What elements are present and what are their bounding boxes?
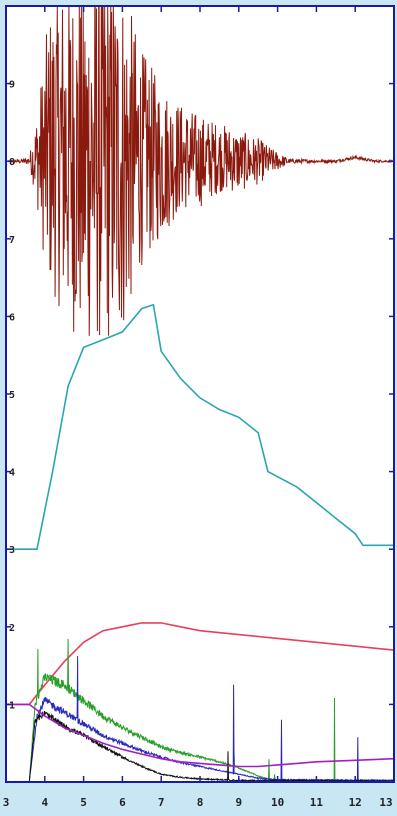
- y-tick-label: 4: [9, 468, 15, 479]
- series-line-7: [6, 703, 395, 768]
- y-tick-label: 5: [9, 390, 15, 401]
- y-tick-label: 2: [9, 623, 15, 634]
- plot-frame: [5, 5, 395, 783]
- y-tick-label: 3: [9, 545, 15, 556]
- x-tick-label: 8: [197, 796, 204, 809]
- x-tick-label: 6: [119, 796, 126, 809]
- y-tick-label: 9: [9, 80, 15, 91]
- y-tick-label: 8: [9, 157, 15, 168]
- y-tick-label: 6: [9, 312, 15, 323]
- x-tick-label: 5: [80, 796, 87, 809]
- x-tick-label: 3: [3, 796, 10, 809]
- series-line-3: [6, 622, 395, 706]
- series-line-5: [5, 656, 394, 783]
- x-tick-label: 7: [158, 796, 165, 809]
- x-tick-label: 11: [310, 796, 324, 809]
- series-line-1: [6, 5, 395, 336]
- x-tick-label: 13: [379, 796, 392, 809]
- x-tick-label: 4: [41, 796, 48, 809]
- x-tick-label: 10: [271, 796, 284, 809]
- y-tick-label: 1: [9, 700, 15, 711]
- x-tick-label: 9: [235, 796, 242, 809]
- x-tick-label: 12: [349, 796, 362, 809]
- y-tick-label: 7: [9, 235, 15, 246]
- series-line-2: [6, 303, 394, 550]
